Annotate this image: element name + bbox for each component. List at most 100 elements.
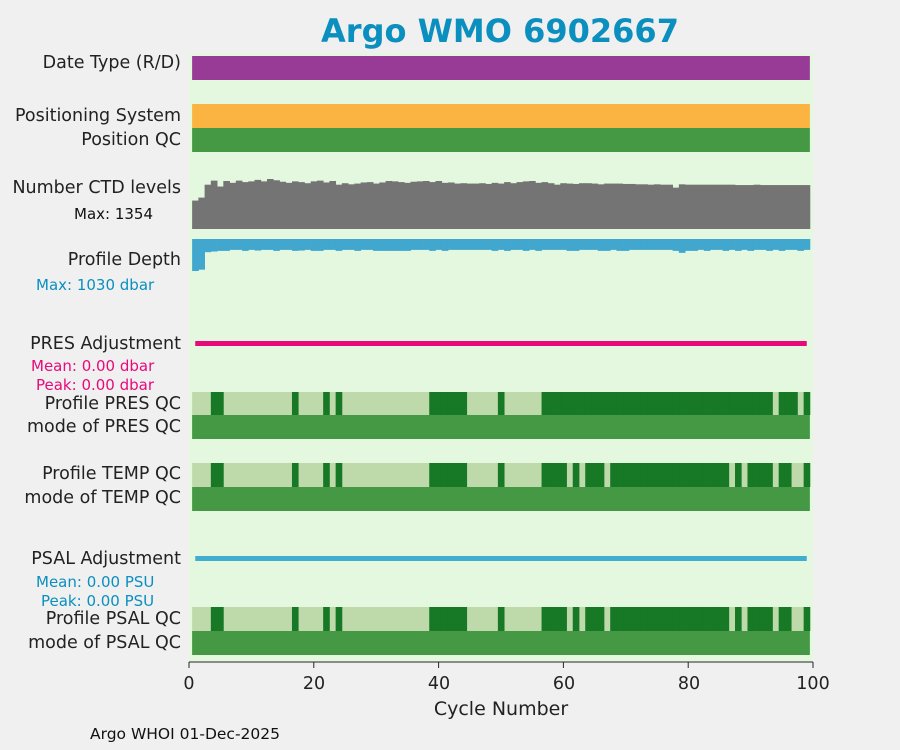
profile-temp-qc-cycle bbox=[447, 463, 455, 487]
profile-depth-bar bbox=[210, 239, 218, 252]
ctd-level-bar bbox=[354, 183, 361, 229]
profile-pres-qc-cycle bbox=[554, 392, 561, 415]
profile-temp-qc-cycle bbox=[497, 463, 505, 487]
profile-depth-bar bbox=[441, 239, 449, 251]
profile-pres-qc-cycle bbox=[735, 392, 742, 415]
profile-psal-qc-cycle bbox=[691, 607, 698, 631]
ctd-level-bar bbox=[410, 181, 418, 229]
ctd-level-bar bbox=[591, 183, 599, 229]
profile-pres-qc-cycle bbox=[291, 392, 299, 415]
profile-temp-qc-cycle bbox=[710, 463, 717, 487]
profile-temp-qc-cycle bbox=[210, 463, 218, 487]
profile-depth-bar bbox=[504, 239, 511, 251]
ctd-level-bar bbox=[647, 184, 655, 229]
profile-depth-bar bbox=[485, 239, 493, 250]
profile-pres-qc-cycle bbox=[616, 392, 624, 415]
profile-depth-bar bbox=[710, 239, 717, 250]
profile-pres-qc-cycle bbox=[210, 392, 218, 415]
ctd-level-bar bbox=[772, 185, 780, 229]
profile-depth-bar bbox=[429, 239, 436, 251]
ctd-level-bar bbox=[223, 180, 230, 229]
profile-psal-qc-cycle bbox=[759, 607, 767, 631]
profile-depth-bar bbox=[229, 239, 237, 250]
profile-psal-qc-cycle bbox=[753, 607, 761, 631]
profile-temp-qc-cycle bbox=[560, 463, 567, 487]
profile-pres-qc-cycle bbox=[710, 392, 717, 415]
profile-psal-qc-cycle bbox=[685, 607, 692, 631]
ctd-level-bar bbox=[722, 184, 730, 229]
ctd-level-bar bbox=[560, 183, 567, 229]
profile-pres-qc-cycle bbox=[803, 392, 811, 415]
ctd-level-bar bbox=[360, 182, 368, 229]
ctd-level-bar bbox=[291, 181, 299, 229]
profile-depth-bar bbox=[254, 239, 262, 251]
x-axis-label: Cycle Number bbox=[433, 698, 569, 720]
profile-depth-bar bbox=[566, 239, 574, 251]
profile-depth-bar bbox=[341, 239, 349, 250]
ctd-level-bar bbox=[229, 182, 237, 229]
profile-pres-qc-cycle bbox=[335, 392, 343, 415]
profile-pres-qc-cycle bbox=[660, 392, 667, 415]
profile-depth-bar bbox=[666, 239, 673, 250]
ctd-levels-max: Max: 1354 bbox=[74, 205, 154, 223]
profile-temp-qc-cycle bbox=[610, 463, 617, 487]
profile-depth-bar bbox=[597, 239, 605, 251]
profile-psal-qc-cycle bbox=[210, 607, 218, 631]
profile-depth-bar bbox=[335, 239, 343, 251]
ctd-level-bar bbox=[554, 184, 561, 229]
profile-temp-qc-cycle bbox=[585, 463, 592, 487]
ctd-level-bar bbox=[441, 182, 449, 229]
ctd-level-bar bbox=[622, 183, 630, 229]
ctd-level-bar bbox=[616, 183, 624, 229]
x-tick-label: 40 bbox=[427, 674, 451, 694]
profile-depth-bar bbox=[491, 239, 499, 251]
profile-depth-bar bbox=[547, 239, 555, 250]
profile-depth-bar bbox=[235, 239, 243, 250]
profile-pres-qc-cycle bbox=[791, 392, 798, 415]
pres-adjustment-peak: Peak: 0.00 dbar bbox=[36, 376, 155, 394]
label-pres-adjustment: PRES Adjustment bbox=[30, 334, 181, 354]
profile-depth-bar bbox=[628, 239, 636, 250]
mode-psal-qc-bar bbox=[192, 631, 810, 655]
profile-temp-qc-cycle bbox=[323, 463, 330, 487]
profile-pres-qc-cycle bbox=[766, 392, 773, 415]
profile-temp-qc-cycle bbox=[784, 463, 792, 487]
profile-depth-bar bbox=[735, 239, 742, 251]
profile-depth-bar bbox=[398, 239, 405, 251]
ctd-level-bar bbox=[566, 183, 574, 229]
profile-pres-qc-cycle bbox=[691, 392, 698, 415]
profile-temp-qc-cycle bbox=[691, 463, 698, 487]
profile-psal-qc-cycle bbox=[666, 607, 673, 631]
profile-depth-bar bbox=[510, 239, 517, 250]
profile-depth-bar bbox=[279, 239, 287, 250]
ctd-level-bar bbox=[429, 182, 436, 229]
psal-adjustment-mean: Mean: 0.00 PSU bbox=[36, 573, 155, 591]
chart-title: Argo WMO 6902667 bbox=[321, 12, 679, 50]
profile-temp-qc-cycle bbox=[572, 463, 580, 487]
profile-depth-bar bbox=[685, 239, 692, 251]
label-date-type: Date Type (R/D) bbox=[42, 53, 181, 73]
profile-depth-bar bbox=[329, 239, 337, 250]
profile-depth-bar bbox=[516, 239, 524, 250]
ctd-level-bar bbox=[310, 181, 318, 229]
profile-depth-bar bbox=[410, 239, 418, 250]
profile-depth-bar bbox=[716, 239, 723, 250]
profile-depth-bar bbox=[703, 239, 711, 251]
ctd-level-bar bbox=[404, 182, 411, 229]
x-axis bbox=[188, 661, 814, 668]
ctd-level-bar bbox=[192, 200, 199, 229]
ctd-level-bar bbox=[260, 181, 268, 229]
profile-temp-qc-cycle bbox=[547, 463, 555, 487]
profile-pres-qc-cycle bbox=[579, 392, 586, 415]
profile-psal-qc-cycle bbox=[628, 607, 636, 631]
ctd-level-bar bbox=[454, 183, 461, 229]
profile-depth-bar bbox=[603, 239, 611, 251]
profile-depth-bar bbox=[653, 239, 661, 250]
profile-pres-qc-cycle bbox=[541, 392, 549, 415]
profile-depth-bar bbox=[217, 239, 224, 251]
profile-depth-bar bbox=[660, 239, 667, 250]
profile-pres-qc-cycle bbox=[622, 392, 630, 415]
profile-psal-qc-cycle bbox=[647, 607, 655, 631]
ctd-level-bar bbox=[497, 183, 505, 229]
mode-temp-qc-bar bbox=[192, 487, 810, 511]
